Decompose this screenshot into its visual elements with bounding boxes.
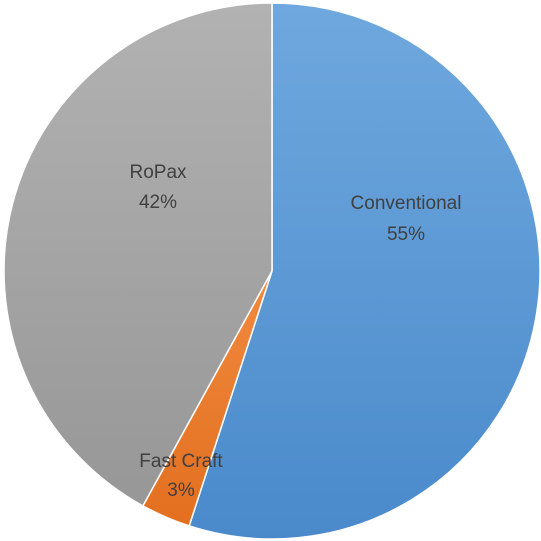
pie-data-labels: Conventional 55% Fast Craft 3% RoPax 42%: [129, 162, 461, 501]
pie-slice-conventional: [188, 2, 541, 540]
pie-slice-ropax: [3, 2, 273, 507]
slice-percent-fast-craft: 3%: [167, 480, 195, 501]
pie-slices: [3, 2, 541, 540]
slice-label-ropax: RoPax: [129, 162, 187, 183]
slice-percent-ropax: 42%: [139, 192, 177, 213]
slice-label-fast-craft: Fast Craft: [139, 451, 223, 472]
slice-label-conventional: Conventional: [351, 193, 462, 214]
slice-percent-conventional: 55%: [387, 224, 425, 245]
